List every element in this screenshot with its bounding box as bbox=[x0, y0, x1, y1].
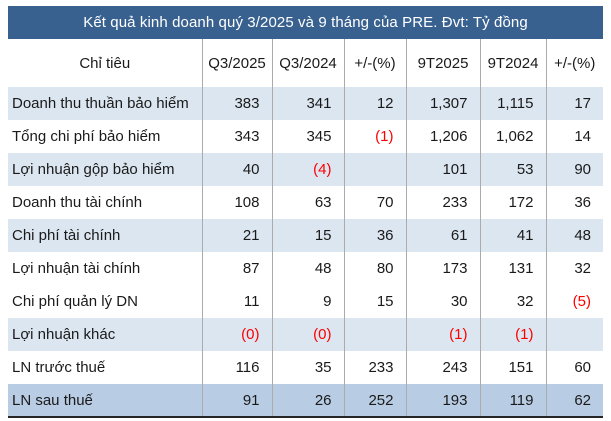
row-label: Tổng chi phí bảo hiểm bbox=[12, 128, 161, 145]
cell-value: (0) bbox=[271, 318, 344, 351]
cell-value: 119 bbox=[479, 384, 546, 417]
cell-value: 14 bbox=[545, 120, 603, 153]
table-row: Lợi nhuận gộp bảo hiểm 40 (4) 101 53 90 bbox=[8, 153, 603, 186]
row-label: LN trước thuế bbox=[12, 359, 106, 376]
cell-value: 40 bbox=[201, 153, 272, 186]
cell-value: 26 bbox=[271, 384, 344, 417]
cell-value: 36 bbox=[343, 219, 406, 252]
cell-value: 341 bbox=[271, 87, 344, 120]
table-row: Chi phí tài chính 21 15 36 61 41 48 bbox=[8, 219, 603, 252]
cell-value: 41 bbox=[479, 219, 546, 252]
column-header: +/-(%) bbox=[545, 39, 603, 87]
cell-value: 243 bbox=[405, 351, 480, 384]
results-table: Chỉ tiêu Q3/2025 Q3/2024 +/-(%) 9T2025 9T2024… bbox=[8, 39, 603, 418]
table-row: Chi phí quản lý DN 11 9 15 30 32 (5) bbox=[8, 285, 603, 318]
cell-value: (1) bbox=[479, 318, 546, 351]
cell-value: 383 bbox=[201, 87, 272, 120]
cell-value: 252 bbox=[343, 384, 406, 417]
column-header: 9T2024 bbox=[479, 39, 546, 87]
table-row: LN sau thuế 91 26 252 193 119 62 bbox=[8, 384, 603, 417]
row-label: Lợi nhuận khác bbox=[12, 326, 116, 343]
table-row: Doanh thu tài chính 108 63 70 233 172 36 bbox=[8, 186, 603, 219]
cell-value: 53 bbox=[479, 153, 546, 186]
cell-value: 70 bbox=[343, 186, 406, 219]
table-header: Chỉ tiêu Q3/2025 Q3/2024 +/-(%) 9T2025 9T2024… bbox=[8, 39, 603, 87]
cell-value: 48 bbox=[271, 252, 344, 285]
cell-value: 80 bbox=[343, 252, 406, 285]
cell-value: 15 bbox=[271, 219, 344, 252]
table-body: Doanh thu thuần bảo hiểm 383 341 12 1,307 1,1… bbox=[8, 87, 603, 417]
cell-value: 32 bbox=[545, 252, 603, 285]
cell-value: 11 bbox=[201, 285, 272, 318]
row-label: Chi phí quản lý DN bbox=[12, 293, 138, 310]
cell-value: 90 bbox=[545, 153, 603, 186]
cell-value: (1) bbox=[405, 318, 480, 351]
header-row: Chỉ tiêu Q3/2025 Q3/2024 +/-(%) 9T2025 9T2024… bbox=[8, 39, 603, 87]
table-row: Lợi nhuận khác (0) (0) (1) (1) bbox=[8, 318, 603, 351]
cell-value: 62 bbox=[545, 384, 603, 417]
cell-value: 91 bbox=[201, 384, 272, 417]
cell-value: 233 bbox=[405, 186, 480, 219]
cell-value: 1,115 bbox=[479, 87, 546, 120]
cell-value: (4) bbox=[271, 153, 344, 186]
table-title: Kết quả kinh doanh quý 3/2025 và 9 tháng… bbox=[8, 6, 603, 39]
cell-value: 36 bbox=[545, 186, 603, 219]
cell-value: 131 bbox=[479, 252, 546, 285]
cell-value: 35 bbox=[271, 351, 344, 384]
cell-value: 61 bbox=[405, 219, 480, 252]
cell-value: 1,307 bbox=[405, 87, 480, 120]
cell-value: 193 bbox=[405, 384, 480, 417]
cell-value: 32 bbox=[479, 285, 546, 318]
cell-value: 116 bbox=[201, 351, 272, 384]
cell-value: 48 bbox=[545, 219, 603, 252]
row-label: Lợi nhuận gộp bảo hiểm bbox=[12, 161, 175, 178]
cell-value: 343 bbox=[201, 120, 272, 153]
row-label: Doanh thu tài chính bbox=[12, 194, 143, 211]
cell-value: 12 bbox=[343, 87, 406, 120]
column-header: Q3/2024 bbox=[271, 39, 344, 87]
cell-value: 30 bbox=[405, 285, 480, 318]
cell-value: 172 bbox=[479, 186, 546, 219]
cell-value: 173 bbox=[405, 252, 480, 285]
cell-value: (1) bbox=[343, 120, 406, 153]
results-card: Kết quả kinh doanh quý 3/2025 và 9 tháng… bbox=[8, 6, 603, 418]
cell-value: 1,206 bbox=[405, 120, 480, 153]
column-header: 9T2025 bbox=[405, 39, 480, 87]
cell-value bbox=[343, 153, 406, 186]
column-header: Chỉ tiêu bbox=[79, 54, 131, 72]
cell-value: 1,062 bbox=[479, 120, 546, 153]
cell-value: 108 bbox=[201, 186, 272, 219]
column-header: +/-(%) bbox=[343, 39, 406, 87]
cell-value: 63 bbox=[271, 186, 344, 219]
cell-value: 345 bbox=[271, 120, 344, 153]
cell-value bbox=[545, 318, 603, 351]
row-label: Lợi nhuận tài chính bbox=[12, 260, 141, 277]
table-row: LN trước thuế 116 35 233 243 151 60 bbox=[8, 351, 603, 384]
table-row: Lợi nhuận tài chính 87 48 80 173 131 32 bbox=[8, 252, 603, 285]
cell-value: 21 bbox=[201, 219, 272, 252]
cell-value: 87 bbox=[201, 252, 272, 285]
cell-value: 15 bbox=[343, 285, 406, 318]
cell-value: 233 bbox=[343, 351, 406, 384]
row-label: LN sau thuế bbox=[12, 391, 93, 409]
cell-value: (5) bbox=[545, 285, 603, 318]
cell-value: (0) bbox=[201, 318, 272, 351]
cell-value: 17 bbox=[545, 87, 603, 120]
cell-value: 9 bbox=[271, 285, 344, 318]
row-label: Doanh thu thuần bảo hiểm bbox=[12, 95, 189, 112]
cell-value bbox=[343, 318, 406, 351]
column-header: Q3/2025 bbox=[201, 39, 272, 87]
cell-value: 101 bbox=[405, 153, 480, 186]
cell-value: 151 bbox=[479, 351, 546, 384]
cell-value: 60 bbox=[545, 351, 603, 384]
row-label: Chi phí tài chính bbox=[12, 227, 121, 244]
table-row: Tổng chi phí bảo hiểm 343 345 (1) 1,206 1,062… bbox=[8, 120, 603, 153]
table-row: Doanh thu thuần bảo hiểm 383 341 12 1,307 1,1… bbox=[8, 87, 603, 120]
